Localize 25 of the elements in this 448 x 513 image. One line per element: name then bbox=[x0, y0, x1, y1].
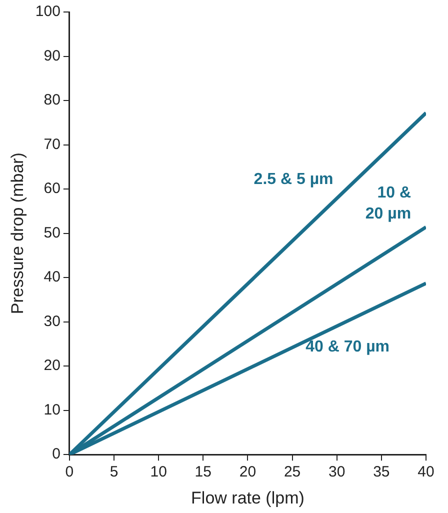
x-tick-label: 20 bbox=[239, 464, 256, 481]
x-tick-label: 0 bbox=[65, 464, 74, 481]
y-tick-label: 100 bbox=[35, 3, 60, 20]
x-tick-label: 15 bbox=[194, 464, 212, 481]
y-tick-label: 60 bbox=[44, 180, 60, 198]
y-tick-label: 90 bbox=[44, 47, 60, 64]
y-tick-label: 80 bbox=[44, 92, 60, 109]
x-tick-label: 40 bbox=[418, 464, 434, 481]
x-tick-label: 30 bbox=[328, 464, 346, 481]
series-label: 40 & 70 µm bbox=[306, 338, 390, 356]
series-label: 10 & 20 µm bbox=[365, 184, 412, 222]
y-tick-label: 20 bbox=[44, 357, 60, 374]
x-tick-label: 10 bbox=[150, 464, 167, 481]
y-tick-label: 10 bbox=[44, 401, 60, 418]
y-tick-label: 40 bbox=[44, 268, 60, 286]
y-tick-label: 0 bbox=[52, 446, 60, 463]
x-tick-label: 5 bbox=[110, 464, 118, 481]
x-tick-label: 35 bbox=[373, 464, 390, 481]
y-tick-label: 50 bbox=[44, 224, 60, 242]
x-tick-label: 25 bbox=[284, 464, 301, 481]
y-tick-label: 30 bbox=[44, 312, 60, 330]
series-label: 2.5 & 5 µm bbox=[254, 171, 334, 188]
y-axis-title: Pressure drop (mbar) bbox=[8, 152, 27, 314]
x-axis-title: Flow rate (lpm) bbox=[191, 488, 304, 508]
y-tick-label: 70 bbox=[44, 136, 60, 153]
